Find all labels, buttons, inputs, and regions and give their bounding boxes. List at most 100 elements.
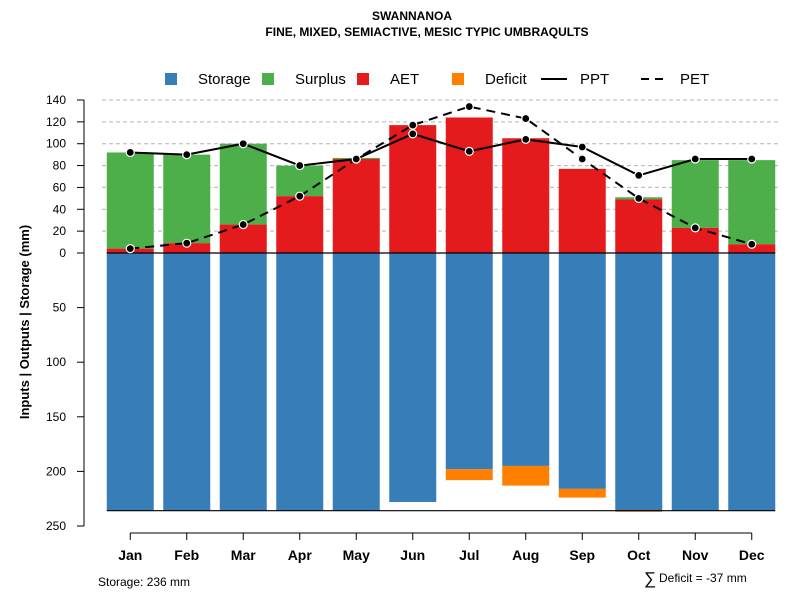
pet-point bbox=[577, 154, 587, 164]
pet-point bbox=[747, 239, 757, 249]
month-label: May bbox=[343, 547, 370, 563]
pet-point bbox=[408, 120, 418, 130]
surplus-bar bbox=[163, 154, 211, 244]
surplus-bar bbox=[219, 143, 267, 225]
storage-bar bbox=[445, 253, 493, 470]
y-tick-label: 20 bbox=[53, 224, 67, 238]
storage-bar bbox=[502, 253, 550, 466]
surplus-bar bbox=[106, 152, 154, 249]
pet-point bbox=[295, 191, 305, 201]
ppt-point bbox=[238, 139, 248, 149]
storage-bar bbox=[558, 253, 606, 489]
upper-bars bbox=[106, 117, 776, 254]
ppt-point bbox=[408, 129, 418, 139]
legend-label-surplus: Surplus bbox=[295, 71, 346, 88]
storage-bar bbox=[163, 253, 211, 511]
legend-label-ppt: PPT bbox=[580, 71, 609, 88]
y-tick-label: 140 bbox=[46, 93, 66, 107]
legend-label-aet: AET bbox=[390, 71, 419, 88]
sum-symbol: ∑ bbox=[644, 569, 656, 588]
legend-swatch-surplus bbox=[262, 73, 274, 85]
deficit-note: Deficit = -37 mm bbox=[659, 571, 747, 585]
storage-bar bbox=[728, 253, 776, 511]
y-tick-label: 250 bbox=[46, 519, 66, 533]
y-tick-label: 40 bbox=[53, 202, 67, 216]
gridlines bbox=[102, 99, 780, 232]
y-tick-label: 60 bbox=[53, 180, 67, 194]
ppt-line bbox=[130, 132, 752, 177]
y-tick-label: 50 bbox=[53, 301, 67, 315]
ppt-point bbox=[634, 170, 644, 181]
aet-bar bbox=[615, 199, 663, 253]
month-label: Feb bbox=[174, 547, 199, 563]
aet-bar bbox=[558, 168, 606, 253]
month-label: Sep bbox=[569, 547, 595, 563]
storage-note: Storage: 236 mm bbox=[98, 575, 190, 589]
ppt-pet-lines bbox=[125, 101, 757, 254]
legend-label-deficit: Deficit bbox=[485, 71, 528, 88]
month-label: Jan bbox=[118, 547, 142, 563]
aet-bar bbox=[219, 224, 267, 253]
surplus-bar bbox=[276, 165, 324, 197]
pet-line bbox=[130, 105, 753, 250]
storage-bar bbox=[389, 253, 437, 502]
surplus-bar bbox=[728, 160, 776, 245]
ppt-point bbox=[182, 150, 192, 160]
aet-bar bbox=[332, 159, 380, 253]
surplus-bar bbox=[671, 160, 719, 228]
pet-point bbox=[238, 219, 248, 230]
pet-point bbox=[690, 223, 700, 233]
ppt-point bbox=[577, 142, 587, 152]
pet-point bbox=[464, 101, 474, 112]
y-tick-label: 200 bbox=[46, 464, 66, 478]
legend-swatch-deficit bbox=[452, 73, 464, 85]
ppt-point bbox=[351, 154, 361, 164]
legend-label-storage: Storage bbox=[198, 71, 251, 88]
month-label: Mar bbox=[231, 547, 256, 563]
legend-label-pet: PET bbox=[680, 71, 709, 88]
month-label: Apr bbox=[288, 547, 313, 563]
month-label: Jul bbox=[459, 547, 479, 563]
aet-bar bbox=[276, 196, 324, 253]
storage-bar bbox=[332, 253, 380, 511]
month-label: Oct bbox=[627, 547, 651, 563]
storage-bar bbox=[106, 253, 154, 511]
chart-title: SWANNANOA bbox=[372, 9, 452, 23]
aet-bar bbox=[502, 138, 550, 253]
y-tick-label: 150 bbox=[46, 410, 66, 424]
month-label: Dec bbox=[739, 547, 765, 563]
legend-swatch-storage bbox=[165, 73, 177, 85]
ppt-point bbox=[747, 154, 757, 164]
ppt-point bbox=[295, 160, 305, 171]
ppt-point bbox=[690, 154, 700, 164]
ppt-point bbox=[125, 147, 135, 158]
storage-bar bbox=[276, 253, 324, 511]
month-label: Aug bbox=[512, 547, 539, 563]
pet-point bbox=[521, 113, 531, 124]
chart-subtitle: FINE, MIXED, SEMIACTIVE, MESIC TYPIC UMB… bbox=[265, 25, 588, 39]
month-label: Nov bbox=[682, 547, 709, 563]
aet-bar bbox=[389, 125, 437, 253]
y-tick-label: 100 bbox=[46, 355, 66, 369]
y-tick-label: 100 bbox=[46, 137, 66, 151]
aet-bar bbox=[445, 117, 493, 253]
storage-bar bbox=[219, 253, 267, 511]
ppt-point bbox=[521, 134, 531, 144]
pet-point bbox=[182, 238, 192, 248]
deficit-bar bbox=[502, 465, 550, 486]
y-axis-title: Inputs | Outputs | Storage (mm) bbox=[17, 225, 32, 419]
y-tick-label: 120 bbox=[46, 115, 66, 129]
storage-bar bbox=[615, 253, 663, 511]
deficit-bar bbox=[558, 488, 606, 498]
axes: 0 20 40 60 80 100 120 140 50 100 150 200 250 Jan Feb Ma… bbox=[46, 93, 765, 563]
pet-point bbox=[634, 193, 644, 203]
y-tick-label: 0 bbox=[59, 246, 66, 260]
storage-bar bbox=[671, 253, 719, 511]
aet-bar bbox=[163, 243, 211, 253]
month-label: Jun bbox=[400, 547, 425, 563]
ppt-point bbox=[464, 146, 474, 156]
pet-point bbox=[125, 244, 135, 254]
legend-swatch-aet bbox=[357, 73, 369, 85]
storage-bars bbox=[106, 253, 776, 512]
